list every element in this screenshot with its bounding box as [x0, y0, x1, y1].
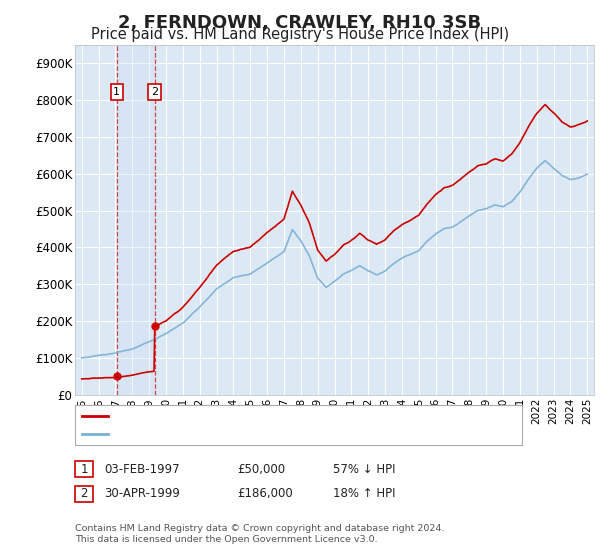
Text: 18% ↑ HPI: 18% ↑ HPI [333, 487, 395, 501]
Text: Price paid vs. HM Land Registry's House Price Index (HPI): Price paid vs. HM Land Registry's House … [91, 27, 509, 42]
Text: £50,000: £50,000 [237, 463, 285, 476]
Text: 2, FERNDOWN, CRAWLEY, RH10 3SB (detached house): 2, FERNDOWN, CRAWLEY, RH10 3SB (detached… [113, 409, 434, 422]
Text: £186,000: £186,000 [237, 487, 293, 501]
Text: HPI: Average price, detached house, Crawley: HPI: Average price, detached house, Craw… [113, 428, 379, 441]
Text: 03-FEB-1997: 03-FEB-1997 [104, 463, 179, 476]
Text: 2, FERNDOWN, CRAWLEY, RH10 3SB: 2, FERNDOWN, CRAWLEY, RH10 3SB [118, 14, 482, 32]
Text: Contains HM Land Registry data © Crown copyright and database right 2024.
This d: Contains HM Land Registry data © Crown c… [75, 524, 445, 544]
Text: 1: 1 [80, 463, 88, 476]
Text: 30-APR-1999: 30-APR-1999 [104, 487, 179, 501]
Text: 1: 1 [113, 87, 120, 97]
Text: 2: 2 [151, 87, 158, 97]
Text: 57% ↓ HPI: 57% ↓ HPI [333, 463, 395, 476]
Text: 2: 2 [80, 487, 88, 501]
Bar [117, 45, 155, 395]
